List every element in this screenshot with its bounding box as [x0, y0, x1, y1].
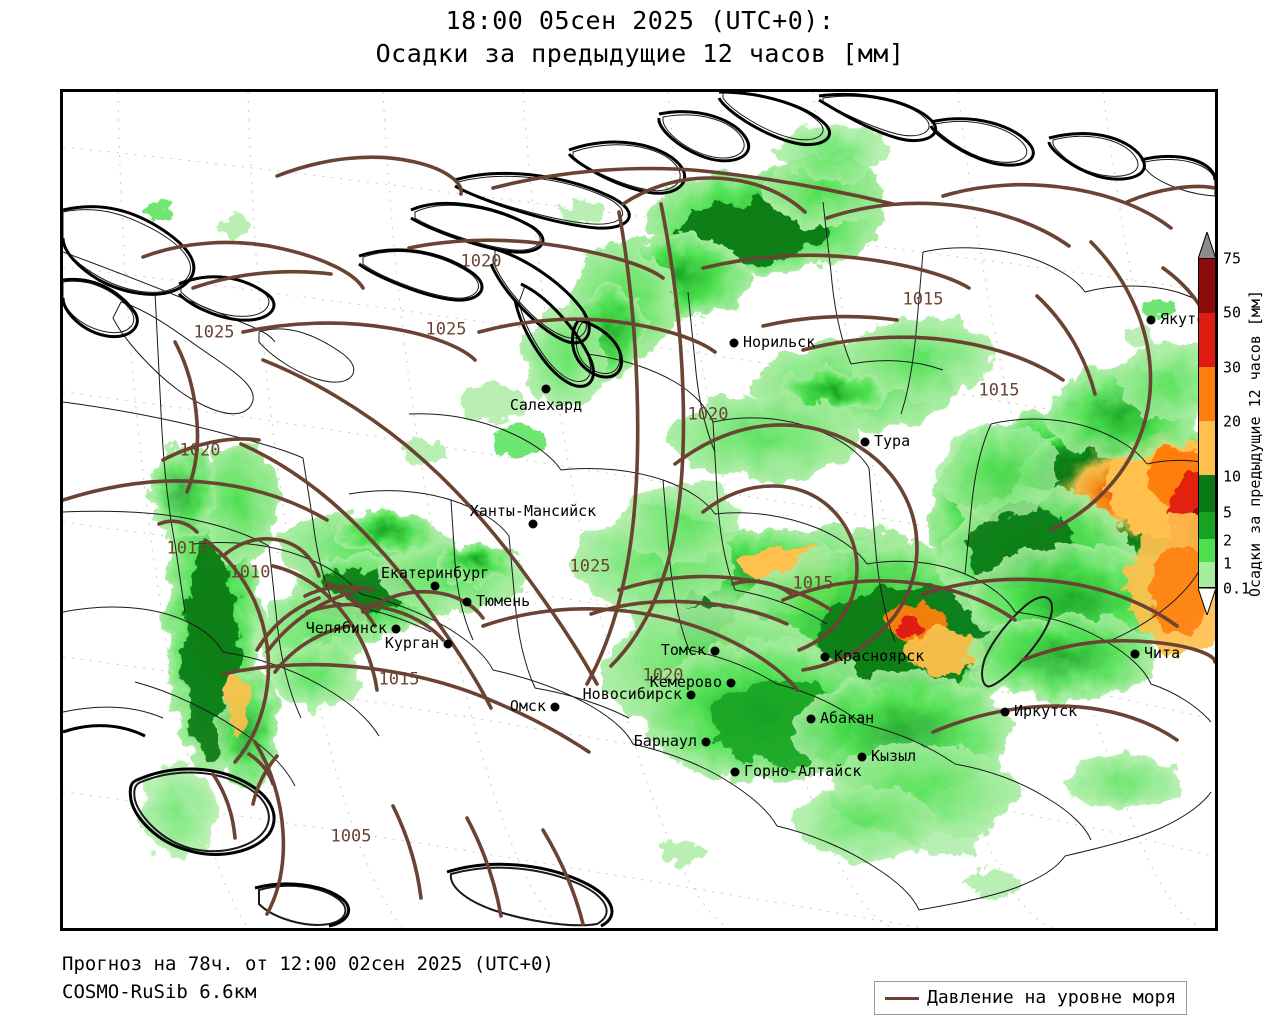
- administrative-boundaries: [63, 92, 1215, 927]
- isobar-label: 1025: [569, 556, 611, 577]
- cb-band-50-75: [1199, 259, 1215, 315]
- city-label: Челябинск: [305, 619, 387, 637]
- cb-band-2-5: [1199, 511, 1215, 541]
- city-dot-icon: [541, 384, 551, 394]
- cb-band-01-1: [1199, 562, 1215, 587]
- city-label: Тюмень: [476, 592, 531, 610]
- cb-tick-5: 5: [1223, 503, 1233, 522]
- pressure-legend: Давление на уровне моря: [874, 981, 1188, 1015]
- precipitation-field: [140, 122, 1215, 860]
- city-dot-icon: [528, 519, 538, 529]
- title-line-1: 18:00 05сен 2025 (UTC+0):: [445, 6, 835, 35]
- cb-band-20-30: [1199, 367, 1215, 423]
- coastline: [63, 92, 1215, 928]
- isobar-label: 1025: [193, 322, 235, 343]
- isobar-labels-layer: 1020 1025 1025 1020 1015 1010 1015 1005 1020 1025…: [63, 92, 1215, 928]
- isobar-label: 1015: [902, 289, 944, 310]
- city-dot-icon: [806, 714, 816, 724]
- city-dot-icon: [550, 702, 560, 712]
- city-label: Новосибирск: [582, 685, 682, 703]
- cb-tick-50: 50: [1223, 303, 1242, 322]
- precipitation-speckle: [144, 200, 1174, 896]
- isobar-label: 1020: [179, 440, 221, 461]
- city-dot-icon: [462, 597, 472, 607]
- cb-tick-20: 20: [1223, 412, 1242, 431]
- city-label: Чита: [1144, 644, 1181, 662]
- weather-map[interactable]: 1020 1025 1025 1020 1015 1010 1015 1005 1020 1025…: [60, 89, 1218, 931]
- city-label: Красноярск: [834, 647, 925, 665]
- city-dot-icon: [391, 624, 401, 634]
- footer-info: Прогноз на 78ч. от 12:00 02сен 2025 (UTC…: [62, 950, 554, 1006]
- city-markers-layer: Якутск Норильск Салехард Тура Ханты-Мансийск…: [63, 92, 1215, 928]
- city-dot-icon: [686, 690, 696, 700]
- cb-tick-75: 75: [1223, 249, 1242, 268]
- isobar-label: 1010: [229, 562, 271, 583]
- city-dot-icon: [701, 737, 711, 747]
- city-label: Барнаул: [633, 732, 697, 750]
- cb-tick-10: 10: [1223, 467, 1242, 486]
- city-dot-icon: [729, 338, 739, 348]
- city-label: Томск: [660, 641, 706, 659]
- isobar-label: 1020: [460, 251, 502, 272]
- cb-tick-30: 30: [1223, 358, 1242, 377]
- forecast-info: Прогноз на 78ч. от 12:00 02сен 2025 (UTC…: [62, 953, 554, 975]
- city-label: Горно-Алтайск: [744, 762, 862, 780]
- city-label: Кызыл: [871, 747, 917, 765]
- city-dot-icon: [820, 652, 830, 662]
- city-dot-icon: [857, 752, 867, 762]
- city-dot-icon: [710, 646, 720, 656]
- city-label: Курган: [384, 634, 439, 652]
- city-label: Екатеринбург: [380, 564, 490, 582]
- isobar-label: 1020: [687, 404, 729, 425]
- map-canvas: [63, 92, 1215, 928]
- isobar-label: 1020: [642, 665, 684, 686]
- city-label: Норильск: [743, 333, 816, 351]
- city-dot-icon: [726, 678, 736, 688]
- pressure-legend-label: Давление на уровне моря: [927, 987, 1177, 1008]
- sea-level-pressure-isobars: [63, 155, 1215, 926]
- city-dot-icon: [1146, 315, 1156, 325]
- page-title: 18:00 05сен 2025 (UTC+0): Осадки за пред…: [0, 4, 1280, 70]
- isobar-label: 1015: [166, 538, 208, 559]
- cb-band-5-10: [1199, 475, 1215, 513]
- city-dot-icon: [860, 437, 870, 447]
- colorbar-legend[interactable]: 75 50 30 20 10 5 2 1 0.1: [1198, 232, 1278, 615]
- cb-band-1-2: [1199, 539, 1215, 564]
- city-label: Тура: [874, 432, 911, 450]
- city-label: Омск: [509, 697, 546, 715]
- city-dot-icon: [1130, 649, 1140, 659]
- pressure-line-swatch: [885, 996, 919, 1000]
- cb-tick-1: 1: [1223, 554, 1233, 573]
- isobar-label: 1015: [792, 573, 834, 594]
- city-dot-icon: [730, 767, 740, 777]
- city-dot-icon: [1000, 707, 1010, 717]
- cb-tick-01: 0.1: [1223, 579, 1251, 598]
- isobar-label: 1015: [378, 669, 420, 690]
- isobar-label: 1025: [425, 319, 467, 340]
- city-dot-icon: [443, 639, 453, 649]
- city-label: Салехард: [509, 396, 583, 414]
- city-label: Иркутск: [1014, 702, 1078, 720]
- city-dot-icon: [430, 581, 440, 591]
- colorbar-axis-label: Осадки за предыдущие 12 часов [мм]: [1246, 290, 1264, 598]
- isobar-label: 1005: [330, 826, 372, 847]
- isobar-label: 1015: [978, 380, 1020, 401]
- colorbar-under-range-arrow: [1198, 588, 1216, 615]
- city-label: Абакан: [820, 709, 875, 727]
- cb-band-10-20: [1199, 421, 1215, 477]
- city-label: Ханты-Мансийск: [469, 502, 597, 520]
- cb-tick-2: 2: [1223, 531, 1233, 550]
- cb-band-30-50: [1199, 313, 1215, 369]
- colorbar-bands: [1198, 258, 1216, 588]
- city-label: Кемерово: [649, 673, 722, 691]
- model-info: COSMO-RuSib 6.6км: [62, 981, 257, 1003]
- title-line-2: Осадки за предыдущие 12 часов [мм]: [375, 39, 905, 68]
- colorbar-over-range-arrow: [1198, 232, 1216, 259]
